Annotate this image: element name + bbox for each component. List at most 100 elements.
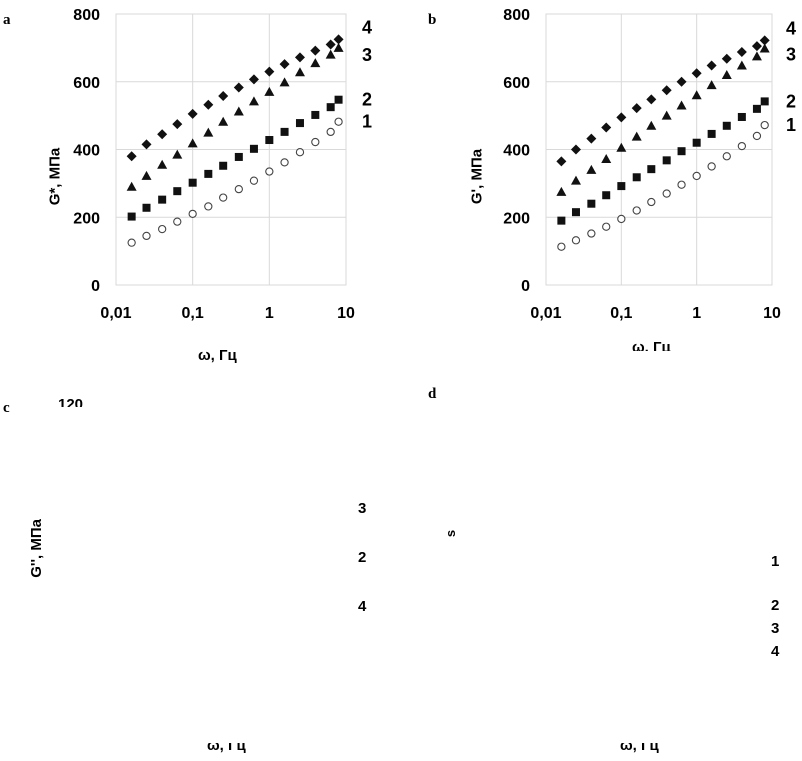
- chart-a-series-3-point: [172, 149, 183, 159]
- chart-a-series-1-point: [204, 202, 213, 211]
- chart-a-series-2-point: [204, 169, 213, 178]
- chart-a-series-1-point: [219, 193, 228, 202]
- chart-a-frame: [115, 13, 347, 286]
- panel-letter-d: d: [428, 386, 437, 402]
- chart-b-series-3-point: [706, 80, 717, 90]
- chart-a-series-4-point: [218, 90, 229, 101]
- chart-b-series-2-point: [557, 216, 566, 225]
- chart-b-series-1-point: [617, 214, 626, 224]
- panel-c-curve-label-4: 4: [358, 598, 367, 615]
- chart-a-series-3-point: [264, 86, 275, 96]
- chart-b-series-label-2: 2: [786, 91, 796, 111]
- chart-b-series-1-point: [647, 197, 656, 207]
- chart-a-series-4-point: [141, 139, 152, 150]
- chart-a-series-1-point: [295, 148, 305, 157]
- chart-a-series-4-point: [233, 82, 244, 93]
- chart-b-series-3-point: [736, 60, 747, 70]
- chart-b-ytick-label: 800: [503, 7, 530, 24]
- chart-a-series-1-point: [127, 238, 136, 247]
- chart-a-series-4-point: [203, 99, 214, 110]
- chart-b-series-2-point: [587, 199, 596, 208]
- chart-b-series-3-point: [646, 120, 657, 130]
- chart-b-series-4-point: [556, 156, 567, 167]
- chart-a-xtick-label: 0,01: [100, 305, 131, 322]
- chart-b-series-1-point: [557, 242, 566, 251]
- chart-a-xtick-label: 1: [265, 305, 274, 322]
- panel-c-xlabel: ω, Гц: [207, 743, 246, 754]
- chart-b-series-4-point: [751, 41, 762, 52]
- chart-b-series-2-point: [662, 156, 671, 165]
- chart-b-series-2-point: [752, 104, 761, 113]
- chart-b-series-4-point: [601, 122, 612, 133]
- chart-a-ytick-label: 0: [91, 278, 100, 295]
- panel-d-curve-label-2: 2: [771, 597, 780, 614]
- chart-b-series-2-point: [571, 208, 580, 217]
- chart-a-series-4-point: [157, 129, 168, 140]
- chart-a-series-4-point: [333, 34, 344, 45]
- chart-a-series-2-point: [127, 212, 136, 221]
- chart-a-series-3-point: [294, 67, 305, 77]
- chart-b-series-2-point: [722, 121, 731, 130]
- chart-a-series-4-point: [325, 39, 336, 50]
- chart-b-ytick-label: 200: [503, 210, 530, 227]
- chart-b-series-2-point: [737, 112, 746, 121]
- chart-b-series-1-point: [737, 141, 747, 151]
- chart-a-series-2-point: [249, 144, 258, 153]
- chart-a-series-1-point: [280, 158, 289, 167]
- chart-a-series-3-point: [187, 138, 198, 148]
- chart-a-series-label-4: 4: [362, 17, 372, 37]
- chart-b-series-1-point: [571, 236, 581, 245]
- panel-c-ylabel-fragment: G'', МПа: [29, 519, 45, 578]
- chart-b-series-4-point: [570, 144, 581, 155]
- chart-a-series-4-point: [264, 66, 275, 77]
- chart-b-series-3-point: [556, 186, 567, 196]
- chart-a-series-1-point: [265, 167, 274, 176]
- panel-c-curve-label-3: 3: [358, 500, 367, 517]
- chart-a-xlabel: ω, Гц: [198, 347, 237, 364]
- chart-b-series-4-point: [721, 53, 732, 64]
- chart-a-series-3-point: [203, 127, 214, 137]
- chart-a-series-3-point: [233, 106, 244, 116]
- chart-a-series-4-point: [126, 151, 137, 162]
- chart-b-series-label-1: 1: [786, 115, 796, 135]
- chart-a-series-2-point: [219, 161, 228, 170]
- chart-b-series-3-point: [601, 153, 612, 163]
- chart-b-series-4-point: [631, 103, 642, 114]
- chart-a-series-4-point: [294, 52, 305, 63]
- chart-b-series-label-4: 4: [786, 18, 796, 38]
- chart-b-series-2-point: [677, 147, 686, 156]
- chart-b-series-3-point: [676, 100, 687, 110]
- chart-a-series-3-point: [333, 42, 344, 52]
- chart-b-series-1-point: [760, 120, 769, 130]
- chart-b-series-2-point: [692, 138, 701, 147]
- chart-a-xtick-label: 10: [337, 305, 355, 322]
- chart-a-series-1-point: [188, 209, 197, 219]
- chart-b-frame: [545, 13, 773, 286]
- chart-b-ytick-label: 400: [503, 143, 530, 160]
- chart-a-series-4-point: [279, 59, 290, 70]
- chart-a-ytick-label: 600: [73, 75, 100, 92]
- chart-b-series-1-point: [707, 162, 716, 171]
- chart-a-series-2-point: [265, 136, 274, 145]
- chart-b-series-2-point: [632, 173, 641, 182]
- chart-a-series-label-1: 1: [362, 112, 372, 132]
- chart-a-series-2-point: [173, 187, 182, 196]
- chart-b-series-4-point: [706, 60, 717, 71]
- chart-b-series-4-point: [586, 133, 597, 144]
- chart-b-xtick-label: 1: [692, 305, 701, 322]
- chart-b-series-2-point: [617, 182, 626, 191]
- chart-a-series-1-point: [249, 176, 259, 185]
- panel-d-curve-label-4: 4: [771, 643, 780, 660]
- chart-b-series-2-point: [602, 191, 611, 200]
- chart-a-series-2-point: [280, 127, 289, 136]
- chart-b-series-3-point: [616, 142, 627, 152]
- chart-b-series-4-point: [661, 85, 672, 96]
- chart-a-series-2-point: [326, 103, 335, 112]
- chart-b-series-4-point: [616, 112, 627, 123]
- chart-a-series-2-point: [188, 178, 197, 187]
- chart-a-series-label-2: 2: [362, 90, 372, 110]
- chart-b-series-1-point: [692, 171, 701, 181]
- chart-a-series-3-point: [157, 159, 168, 169]
- chart-b-xtick-label: 10: [763, 305, 781, 322]
